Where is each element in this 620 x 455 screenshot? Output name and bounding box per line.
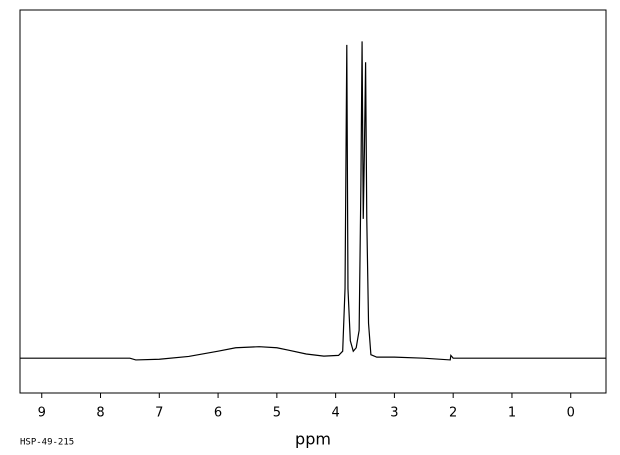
x-axis-title: ppm [295, 430, 331, 449]
sample-code: HSP-49-215 [20, 438, 74, 448]
spectrum-line [20, 41, 606, 361]
plot-frame [19, 9, 607, 394]
x-tick-label: 5 [273, 406, 281, 421]
x-tick-label: 7 [155, 406, 163, 421]
x-tick-label: 2 [449, 406, 457, 421]
x-tick-label: 0 [567, 406, 575, 421]
x-tick-label: 1 [508, 406, 516, 421]
x-tick-label: 9 [38, 406, 46, 421]
x-tick-label: 3 [390, 406, 398, 421]
x-tick-label: 6 [214, 406, 222, 421]
x-tick-label: 4 [331, 406, 339, 421]
x-tick-label: 8 [96, 406, 104, 421]
